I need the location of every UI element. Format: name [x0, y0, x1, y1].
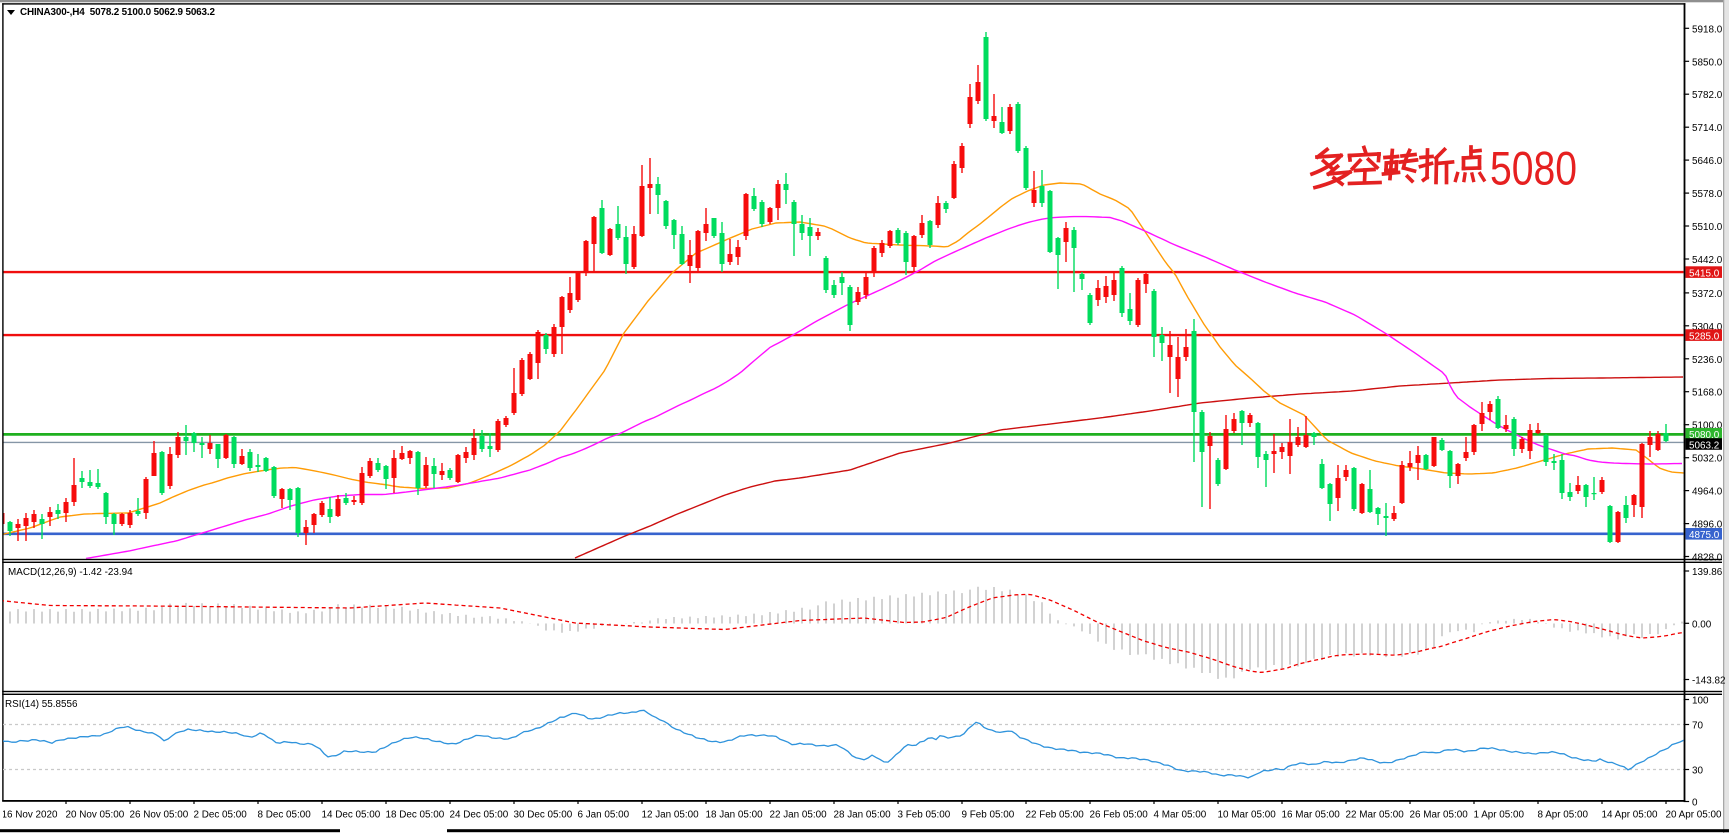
- svg-text:30: 30: [1692, 766, 1703, 777]
- svg-text:5646.0: 5646.0: [1692, 156, 1723, 167]
- svg-text:1 Apr 05:00: 1 Apr 05:00: [1474, 810, 1525, 821]
- svg-text:6 Jan 05:00: 6 Jan 05:00: [578, 810, 630, 821]
- svg-text:5578.0: 5578.0: [1692, 189, 1723, 200]
- svg-text:5918.0: 5918.0: [1692, 24, 1723, 35]
- svg-text:5080: 5080: [1490, 142, 1577, 195]
- svg-text:18 Dec 05:00: 18 Dec 05:00: [386, 810, 445, 821]
- svg-text:0.00: 0.00: [1692, 619, 1712, 630]
- svg-text:26 Nov 05:00: 26 Nov 05:00: [130, 810, 189, 821]
- svg-text:MACD(12,26,9) -1.42 -23.94: MACD(12,26,9) -1.42 -23.94: [8, 567, 133, 578]
- svg-text:4964.0: 4964.0: [1692, 487, 1723, 498]
- svg-text:5714.0: 5714.0: [1692, 123, 1723, 134]
- svg-text:26 Mar 05:00: 26 Mar 05:00: [1410, 810, 1469, 821]
- svg-text:12 Jan 05:00: 12 Jan 05:00: [642, 810, 700, 821]
- svg-text:70: 70: [1692, 721, 1703, 732]
- svg-text:RSI(14) 55.8556: RSI(14) 55.8556: [5, 699, 78, 710]
- svg-text:8 Dec 05:00: 8 Dec 05:00: [258, 810, 312, 821]
- svg-text:5442.0: 5442.0: [1692, 255, 1723, 266]
- svg-text:0: 0: [1692, 798, 1698, 809]
- svg-text:5063.2: 5063.2: [1689, 440, 1719, 451]
- svg-text:4896.0: 4896.0: [1692, 520, 1723, 531]
- svg-text:5100.0: 5100.0: [1692, 421, 1723, 432]
- svg-text:5304.0: 5304.0: [1692, 322, 1723, 333]
- svg-text:5510.0: 5510.0: [1692, 222, 1723, 233]
- svg-text:22 Jan 05:00: 22 Jan 05:00: [770, 810, 828, 821]
- svg-text:3 Feb 05:00: 3 Feb 05:00: [898, 810, 951, 821]
- svg-text:26 Feb 05:00: 26 Feb 05:00: [1090, 810, 1149, 821]
- svg-text:5850.0: 5850.0: [1692, 57, 1723, 68]
- svg-text:5236.0: 5236.0: [1692, 355, 1723, 366]
- svg-text:28 Jan 05:00: 28 Jan 05:00: [834, 810, 892, 821]
- svg-text:16 Nov 2020: 16 Nov 2020: [2, 810, 59, 821]
- svg-text:139.86: 139.86: [1692, 567, 1723, 578]
- svg-text:20 Nov 05:00: 20 Nov 05:00: [66, 810, 125, 821]
- svg-text:4828.0: 4828.0: [1692, 553, 1723, 564]
- svg-text:10 Mar 05:00: 10 Mar 05:00: [1218, 810, 1277, 821]
- svg-text:22 Feb 05:00: 22 Feb 05:00: [1026, 810, 1085, 821]
- svg-text:100: 100: [1692, 696, 1709, 707]
- svg-text:16 Mar 05:00: 16 Mar 05:00: [1282, 810, 1341, 821]
- svg-text:5168.0: 5168.0: [1692, 388, 1723, 399]
- svg-text:20 Apr 05:00: 20 Apr 05:00: [1666, 810, 1723, 821]
- svg-text:5782.0: 5782.0: [1692, 90, 1723, 101]
- svg-text:8 Apr 05:00: 8 Apr 05:00: [1538, 810, 1589, 821]
- svg-text:9 Feb 05:00: 9 Feb 05:00: [962, 810, 1015, 821]
- svg-text:5285.0: 5285.0: [1689, 331, 1720, 342]
- svg-text:4875.0: 4875.0: [1689, 530, 1720, 541]
- svg-text:14 Apr 05:00: 14 Apr 05:00: [1602, 810, 1659, 821]
- svg-text:CHINA300-,H4 5078.2 5100.0 50: CHINA300-,H4 5078.2 5100.0 5062.9 5063.2: [20, 7, 215, 18]
- svg-text:18 Jan 05:00: 18 Jan 05:00: [706, 810, 764, 821]
- svg-text:5080.0: 5080.0: [1689, 430, 1720, 441]
- svg-text:24 Dec 05:00: 24 Dec 05:00: [450, 810, 509, 821]
- svg-text:4 Mar 05:00: 4 Mar 05:00: [1154, 810, 1207, 821]
- svg-text:2 Dec 05:00: 2 Dec 05:00: [194, 810, 248, 821]
- svg-text:5415.0: 5415.0: [1689, 268, 1720, 279]
- svg-text:5032.0: 5032.0: [1692, 454, 1723, 465]
- svg-text:14 Dec 05:00: 14 Dec 05:00: [322, 810, 381, 821]
- svg-text:-143.82: -143.82: [1692, 676, 1726, 687]
- svg-text:22 Mar 05:00: 22 Mar 05:00: [1346, 810, 1405, 821]
- svg-text:5372.0: 5372.0: [1692, 289, 1723, 300]
- svg-text:30 Dec 05:00: 30 Dec 05:00: [514, 810, 573, 821]
